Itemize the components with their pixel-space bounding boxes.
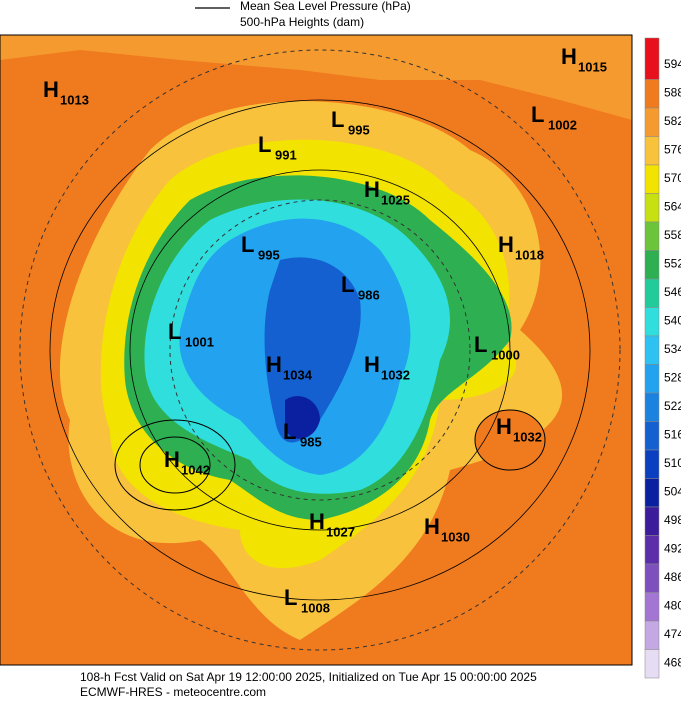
isobar — [139, 436, 211, 494]
colorbar-tick-label: 576 — [664, 143, 681, 157]
pressure-center-value: 1013 — [60, 92, 89, 107]
colorbar-tick-label: 564 — [664, 200, 681, 214]
pressure-center-kind: L — [531, 102, 544, 127]
colorbar-tick-label: 534 — [664, 342, 681, 356]
colorbar-tick-label: 552 — [664, 257, 681, 271]
legend-fill-label: 500-hPa Heights (dam) — [240, 15, 364, 29]
pressure-center-kind: L — [168, 319, 181, 344]
colorbar-swatch — [644, 221, 660, 251]
colorbar-tick-label: 468 — [664, 656, 681, 670]
pressure-center-kind: H — [498, 232, 514, 257]
colorbar-swatch — [644, 37, 660, 80]
latitude-circle — [169, 199, 471, 501]
pressure-center-value: 1030 — [441, 529, 470, 544]
pressure-center-value: 1008 — [301, 600, 330, 615]
colorbar-swatch — [644, 364, 660, 394]
colorbar-swatch — [644, 506, 660, 536]
colorbar-swatch — [644, 136, 660, 166]
pressure-center-kind: H — [496, 414, 512, 439]
colorbar-swatch — [644, 592, 660, 622]
latitude-circle — [19, 49, 621, 651]
colorbar-swatch — [644, 392, 660, 422]
colorbar-swatch — [644, 107, 660, 137]
colorbar-tick-label: 516 — [664, 428, 681, 442]
colorbar-swatch — [644, 421, 660, 451]
colorbar-tick-label: 540 — [664, 314, 681, 328]
pressure-center-value: 1015 — [578, 59, 607, 74]
colorbar-tick-label: 558 — [664, 228, 681, 242]
pressure-center-value: 985 — [300, 434, 322, 449]
pressure-center-value: 995 — [258, 247, 280, 262]
fill-zone — [264, 257, 361, 443]
pressure-center-value: 991 — [275, 147, 297, 162]
colorbar-tick-label: 492 — [664, 542, 681, 556]
fill-zone — [285, 396, 320, 439]
legend-line-label: Mean Sea Level Pressure (hPa) — [240, 0, 411, 13]
pressure-center-value: 1034 — [283, 367, 313, 382]
colorbar-tick-label: 522 — [664, 399, 681, 413]
colorbar-swatch — [644, 250, 660, 280]
colorbar-swatch — [644, 164, 660, 194]
pressure-center-kind: H — [561, 44, 577, 69]
isobar — [49, 99, 591, 601]
colorbar-swatch — [644, 335, 660, 365]
colorbar-tick-label: 504 — [664, 485, 681, 499]
pressure-center-kind: H — [164, 447, 180, 472]
pressure-center-kind: L — [341, 272, 354, 297]
colorbar-tick-label: 474 — [664, 627, 681, 641]
colorbar-swatch — [644, 649, 660, 679]
footer-line: 108-h Fcst Valid on Sat Apr 19 12:00:00 … — [80, 670, 537, 684]
pressure-center-value: 1000 — [491, 347, 520, 362]
colorbar-tick-label: 480 — [664, 599, 681, 613]
pressure-center-kind: H — [43, 77, 59, 102]
footer-line: ECMWF-HRES - meteocentre.com — [80, 685, 266, 699]
colorbar-tick-label: 498 — [664, 513, 681, 527]
pressure-center-kind: L — [331, 107, 344, 132]
pressure-center-value: 1042 — [181, 462, 210, 477]
pressure-center-value: 1032 — [513, 429, 542, 444]
pressure-center-kind: L — [474, 332, 487, 357]
pressure-center-kind: H — [364, 352, 380, 377]
colorbar-swatch — [644, 278, 660, 308]
colorbar-tick-label: 588 — [664, 86, 681, 100]
pressure-center-kind: H — [309, 509, 325, 534]
fill-zone — [0, 35, 632, 120]
colorbar-tick-label: 546 — [664, 285, 681, 299]
pressure-center-kind: L — [284, 585, 297, 610]
pressure-center-value: 1018 — [515, 247, 544, 262]
colorbar-tick-label: 570 — [664, 171, 681, 185]
pressure-center-kind: H — [364, 177, 380, 202]
pressure-center-kind: L — [241, 232, 254, 257]
pressure-center-value: 1032 — [381, 367, 410, 382]
colorbar-swatch — [644, 563, 660, 593]
pressure-center-kind: L — [258, 132, 271, 157]
colorbar-tick-label: 582 — [664, 114, 681, 128]
colorbar-tick-label: 486 — [664, 570, 681, 584]
pressure-center-value: 1001 — [185, 334, 214, 349]
colorbar-tick-label: 528 — [664, 371, 681, 385]
colorbar-tick-label: 510 — [664, 456, 681, 470]
colorbar-swatch — [644, 193, 660, 223]
pressure-center-kind: H — [266, 352, 282, 377]
colorbar-swatch — [644, 79, 660, 109]
pressure-center-value: 1002 — [548, 117, 577, 132]
pressure-center-value: 1025 — [381, 192, 410, 207]
colorbar-swatch — [644, 449, 660, 479]
colorbar-swatch — [644, 478, 660, 508]
pressure-center-value: 1027 — [326, 524, 355, 539]
isobar — [114, 419, 236, 511]
colorbar-swatch — [644, 620, 660, 650]
colorbar: 594 588 582 576 570 564 558 552 546 540 534 528 522 5… — [644, 37, 681, 679]
colorbar-swatch — [644, 535, 660, 565]
pressure-center-value: 986 — [358, 287, 380, 302]
isobar — [129, 169, 511, 531]
colorbar-swatch — [644, 307, 660, 337]
pressure-center-kind: L — [283, 419, 296, 444]
map-border — [0, 34, 633, 666]
pressure-center-value: 995 — [348, 122, 370, 137]
colorbar-tick-label: 594 — [664, 57, 681, 71]
pressure-center-kind: H — [424, 514, 440, 539]
